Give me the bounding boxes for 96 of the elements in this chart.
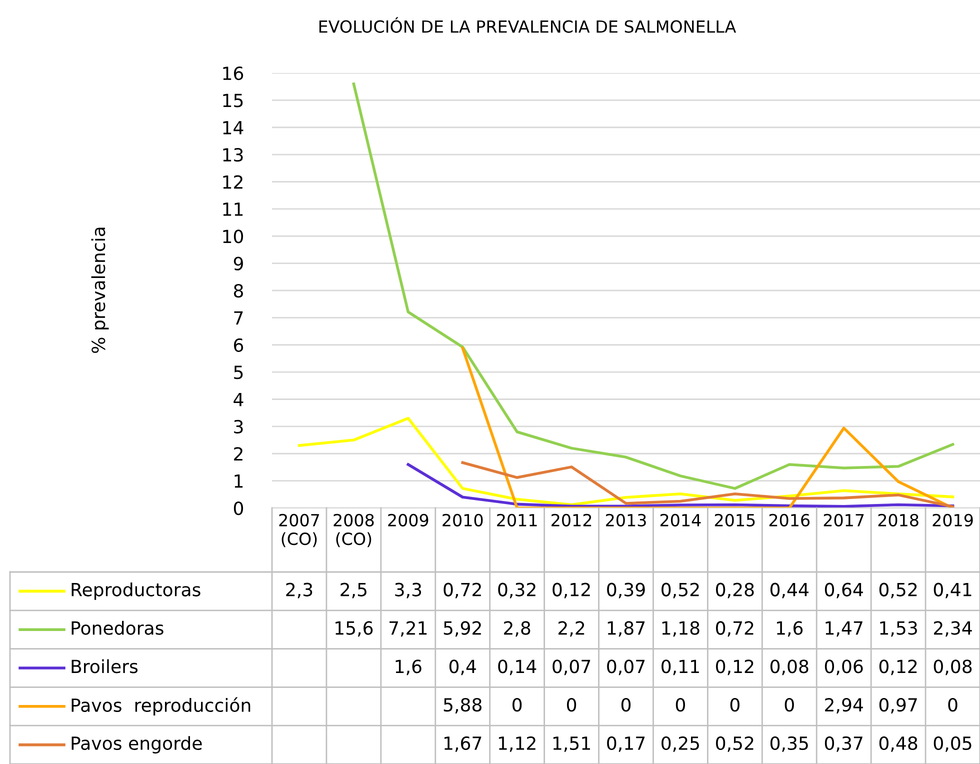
data-label: 2,94 xyxy=(825,698,863,714)
data-label: 0,06 xyxy=(824,660,863,676)
x-tick-label: 2008 (CO) xyxy=(334,514,374,548)
y-tick-label: 2 xyxy=(234,447,242,460)
data-label: 0,17 xyxy=(607,736,645,752)
data-label: 0,12 xyxy=(879,660,917,676)
y-tick-label: 16 xyxy=(223,66,244,80)
legend-label: Pavos engorde xyxy=(72,736,202,754)
y-tick-label: 0 xyxy=(234,501,244,516)
chart-title: EVOLUCIÓN DE LA PREVALENCIA DE SALMONELLA xyxy=(319,17,736,33)
x-tick-label: 2015 xyxy=(714,514,755,526)
data-label: 0,12 xyxy=(552,582,590,598)
data-label: 1,87 xyxy=(608,621,645,637)
data-label: 0,08 xyxy=(934,660,972,676)
data-label: 2,2 xyxy=(558,621,584,637)
x-tick-label: 2011 xyxy=(497,514,537,526)
data-label: 3,3 xyxy=(395,582,422,598)
x-tick-label: 2013 xyxy=(606,514,646,526)
legend-label: Reproductoras xyxy=(72,582,200,600)
data-label: 2,8 xyxy=(504,621,530,637)
x-tick-label: 2012 xyxy=(552,514,592,526)
data-label: 5,88 xyxy=(444,698,482,714)
line-series xyxy=(352,82,954,490)
data-label: 0,07 xyxy=(552,660,590,676)
data-label: 0,32 xyxy=(498,582,536,598)
data-label: 0 xyxy=(566,698,576,712)
x-tick-label: 2017 xyxy=(824,514,864,526)
data-label: 0,72 xyxy=(444,582,481,598)
data-label: 0 xyxy=(676,698,686,712)
y-tick-label: 9 xyxy=(234,256,243,270)
y-tick-label: 15 xyxy=(223,94,243,108)
y-tick-label: 14 xyxy=(223,121,244,134)
data-label: 2,5 xyxy=(340,582,366,598)
data-label: 0,28 xyxy=(716,582,754,598)
data-label: 0,52 xyxy=(662,582,699,598)
y-tick-label: 11 xyxy=(223,202,243,216)
line-series xyxy=(461,346,954,508)
data-label: 0,08 xyxy=(770,660,808,676)
y-tick-label: 12 xyxy=(223,175,242,189)
data-label: 0,41 xyxy=(934,582,972,598)
data-label: 0,07 xyxy=(607,660,645,676)
data-label: 0,37 xyxy=(824,736,862,752)
data-label: 0,25 xyxy=(662,736,699,752)
data-label: 2,3 xyxy=(286,582,312,598)
x-tick-label: 2010 xyxy=(442,514,483,526)
data-label: 0,97 xyxy=(879,698,917,714)
data-label: 0,48 xyxy=(879,736,918,752)
data-label: 1,51 xyxy=(553,736,590,752)
y-tick-label: 7 xyxy=(234,311,243,325)
data-label: 5,92 xyxy=(444,621,481,637)
data-label: 1,12 xyxy=(498,736,536,752)
y-tick-label: 5 xyxy=(234,366,243,380)
data-label: 1,6 xyxy=(777,621,803,637)
data-label: 0 xyxy=(948,698,958,712)
data-label: 0,64 xyxy=(824,582,863,598)
y-tick-label: 4 xyxy=(234,392,244,406)
y-tick-label: 6 xyxy=(234,338,244,352)
data-label: 0 xyxy=(730,698,740,712)
data-label: 1,47 xyxy=(826,621,862,637)
data-label: 7,21 xyxy=(390,621,427,637)
legend-label: Pavos reproducción xyxy=(72,697,250,716)
data-label: 0,39 xyxy=(607,582,645,598)
y-tick-label: 10 xyxy=(223,230,244,244)
y-tick-label: 8 xyxy=(234,284,243,298)
data-label: 0,14 xyxy=(498,660,536,676)
y-tick-label: 1 xyxy=(234,474,243,488)
data-label: 15,6 xyxy=(336,621,373,637)
data-label: 0,35 xyxy=(770,736,808,752)
y-tick-label: 13 xyxy=(223,148,243,162)
x-tick-label: 2009 xyxy=(388,514,428,526)
data-label: 0,72 xyxy=(716,621,754,637)
x-tick-label: 2018 xyxy=(878,514,918,526)
data-label: 0,11 xyxy=(662,660,699,676)
x-tick-label: 2007 (CO) xyxy=(279,514,320,548)
data-label: 1,67 xyxy=(444,736,482,752)
data-label: 1,53 xyxy=(880,621,917,637)
legend-label: Broilers xyxy=(72,659,138,674)
text: % prevalencia xyxy=(91,228,109,353)
data-label: 2,34 xyxy=(934,621,972,637)
data-label: 1,18 xyxy=(662,621,700,637)
data-label: 0,44 xyxy=(770,582,808,598)
data-label: 0,52 xyxy=(716,736,754,752)
data-label: 0,52 xyxy=(879,582,917,598)
data-label: 0,05 xyxy=(934,736,972,752)
x-tick-label: 2014 xyxy=(660,514,701,526)
line-series xyxy=(298,416,954,506)
data-label: 0,4 xyxy=(449,660,476,676)
data-label: 0 xyxy=(784,698,794,712)
x-tick-label: 2019 xyxy=(932,514,973,526)
legend-label: Ponedoras xyxy=(72,620,164,635)
y-tick-label: 3 xyxy=(234,420,243,434)
x-tick-label: 2016 xyxy=(769,514,810,526)
data-label: 1,6 xyxy=(396,660,422,676)
data-label: 0,12 xyxy=(716,660,754,676)
data-label: 0 xyxy=(512,698,522,712)
data-label: 0 xyxy=(621,698,631,712)
